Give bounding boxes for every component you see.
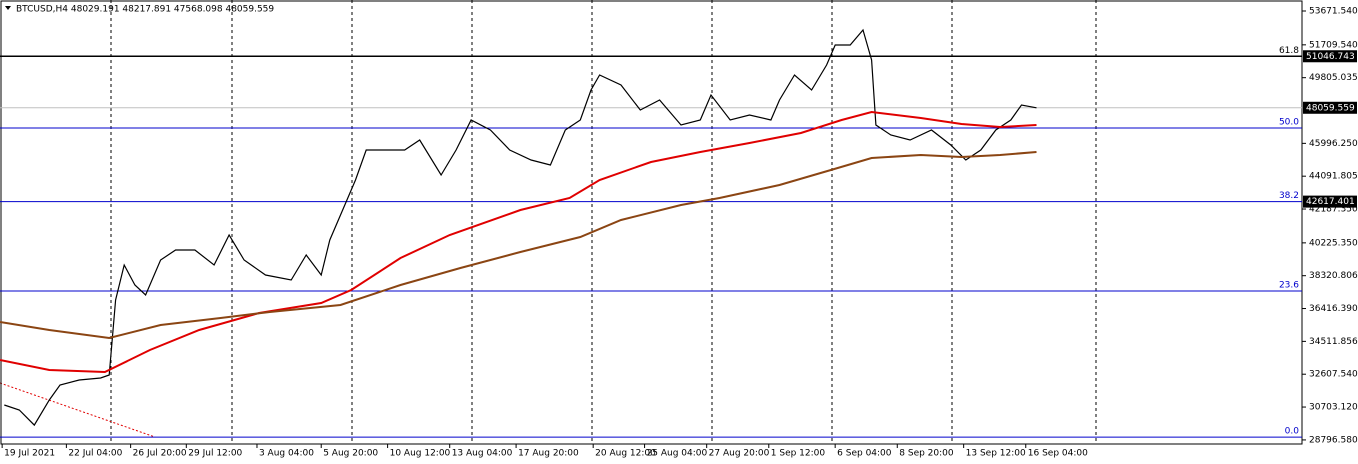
x-tick-label: 17 Aug 20:00 [518, 449, 579, 459]
price-line [0, 151, 1037, 340]
x-tick-label: 3 Aug 04:00 [259, 449, 314, 459]
y-tick-label: 51709.540 [1309, 40, 1358, 50]
y-tick-label: 40225.350 [1309, 238, 1358, 248]
price-box [1303, 195, 1357, 208]
fib-label: 61.8 [1279, 46, 1299, 56]
chart-title: BTCUSD,H4 48029.191 48217.891 47568.098 … [16, 5, 274, 15]
price-box-label: 48059.559 [1306, 103, 1355, 113]
price-box [1303, 101, 1357, 114]
x-tick-label: 6 Sep 04:00 [837, 449, 892, 459]
y-tick-label: 38320.806 [1309, 271, 1358, 281]
x-tick-label: 27 Aug 20:00 [709, 449, 770, 459]
x-tick-label: 22 Jul 04:00 [68, 449, 122, 459]
y-tick-label: 34511.856 [1309, 337, 1358, 347]
price-line [0, 110, 1037, 374]
price-box [1303, 50, 1357, 63]
price-line [4, 28, 1037, 427]
y-tick-label: 42187.350 [1309, 205, 1358, 215]
y-tick-label: 53671.540 [1309, 7, 1358, 17]
price-box-label: 51046.743 [1306, 52, 1355, 62]
x-tick-label: 25 Aug 04:00 [647, 449, 708, 459]
separators [110, 0, 1097, 444]
x-tick-label: 29 Jul 12:00 [188, 449, 242, 459]
fib-label: 23.6 [1279, 281, 1299, 291]
x-tick-label: 1 Sep 12:00 [771, 449, 826, 459]
y-tick-label: 49805.035 [1309, 73, 1358, 83]
plot-frame [0, 0, 1303, 445]
x-tick-label: 8 Sep 20:00 [899, 449, 954, 459]
x-tick-label: 20 Aug 12:00 [595, 449, 656, 459]
x-tick-label: 26 Jul 20:00 [133, 449, 187, 459]
y-tick-label: 44091.805 [1309, 172, 1358, 182]
trend-line [0, 382, 156, 438]
y-tick-label: 45996.250 [1309, 139, 1358, 149]
x-tick-label: 16 Sep 04:00 [1028, 449, 1088, 459]
y-tick-label: 32607.540 [1309, 370, 1358, 380]
x-tick-label: 10 Aug 12:00 [390, 449, 451, 459]
price-box-label: 42617.401 [1306, 197, 1355, 207]
x-tick-label: 13 Aug 04:00 [452, 449, 513, 459]
fib-label: 50.0 [1279, 118, 1299, 128]
y-tick-label: 36416.390 [1309, 304, 1358, 314]
x-tick-label: 5 Aug 20:00 [323, 449, 378, 459]
x-tick-label: 13 Sep 12:00 [966, 449, 1026, 459]
menu-arrow[interactable] [5, 6, 11, 10]
fib-label: 0.0 [1285, 427, 1300, 437]
y-tick-label: 28796.580 [1309, 435, 1358, 445]
y-tick-label: 30703.120 [1309, 403, 1358, 413]
fib-label: 38.2 [1279, 191, 1299, 201]
x-tick-label: 19 Jul 2021 [4, 449, 55, 459]
